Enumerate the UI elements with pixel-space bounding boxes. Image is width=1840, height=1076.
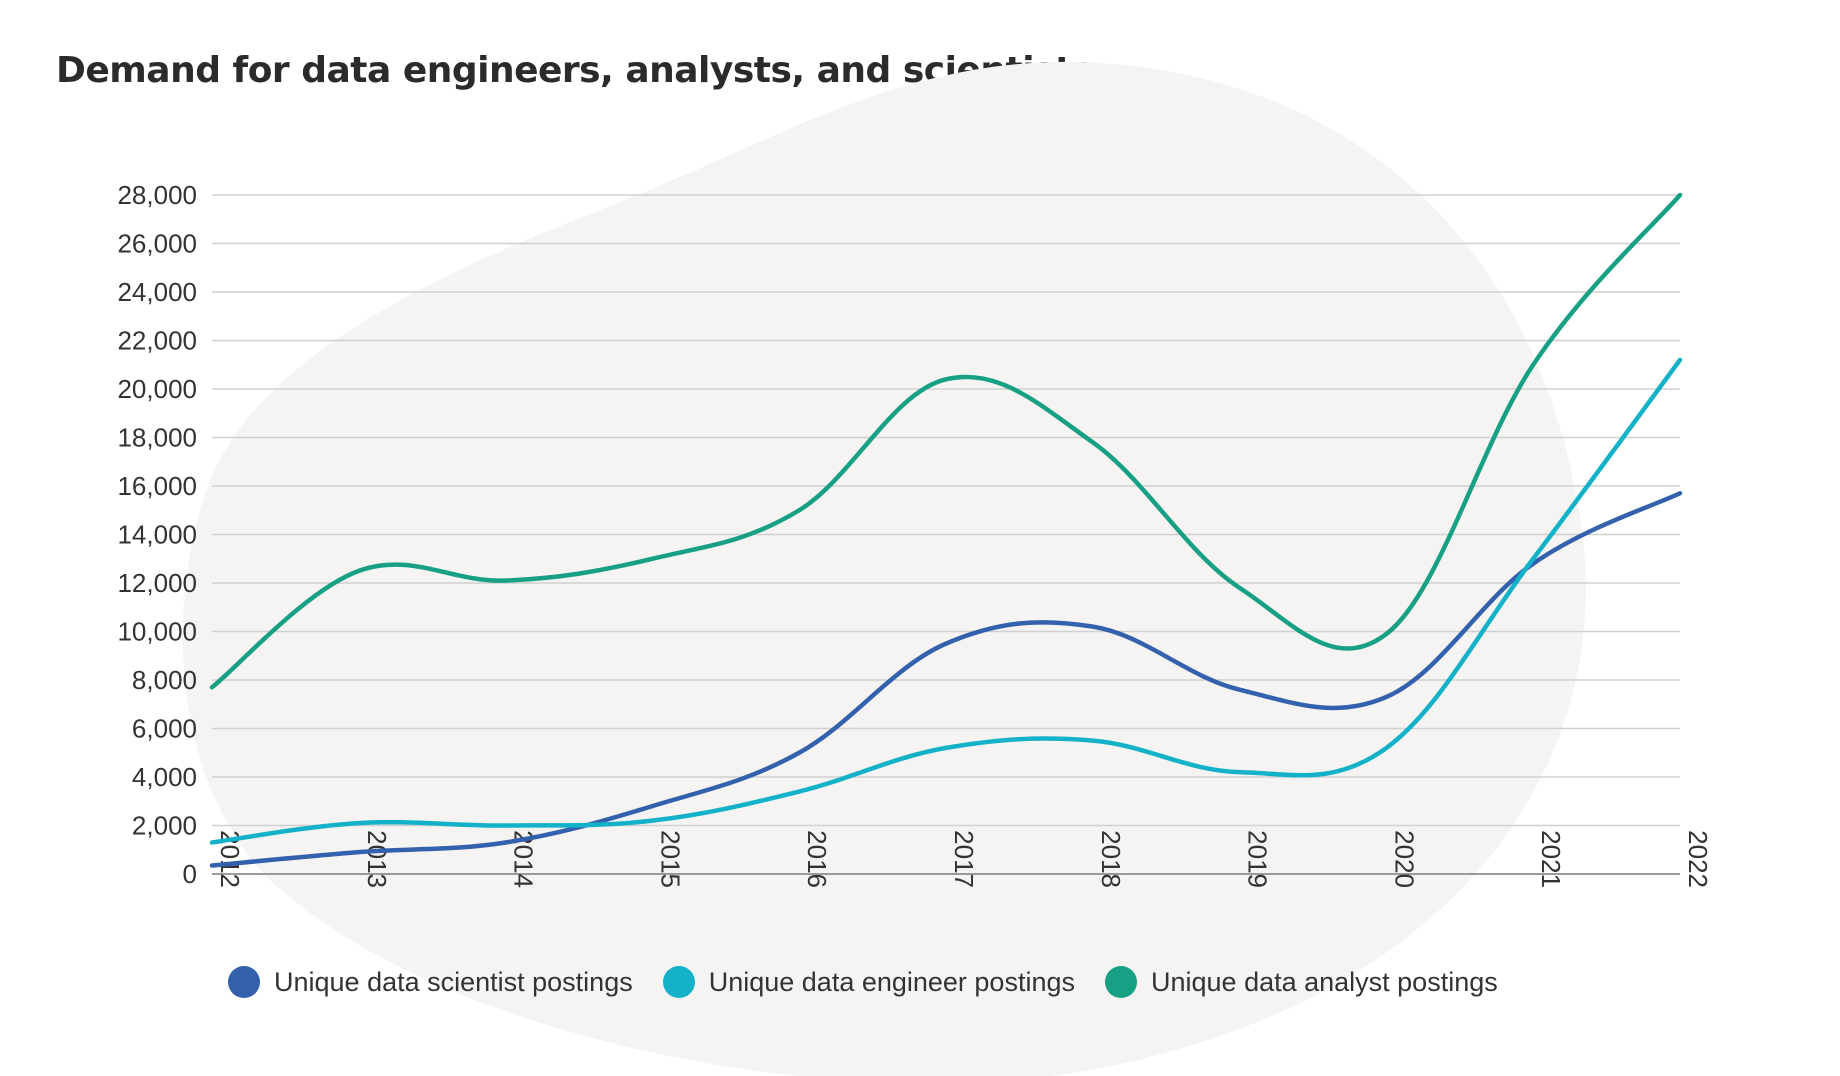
x-tick-label: 2016 <box>802 830 832 888</box>
y-tick-label: 24,000 <box>117 277 197 307</box>
y-tick-label: 14,000 <box>117 520 197 550</box>
legend-label: Unique data scientist postings <box>274 966 633 997</box>
legend-label: Unique data engineer postings <box>708 966 1075 997</box>
x-tick-label: 2021 <box>1536 830 1566 888</box>
x-tick-label: 2015 <box>655 830 685 888</box>
x-tick-label: 2013 <box>362 830 392 888</box>
y-tick-label: 18,000 <box>117 423 197 453</box>
series-line <box>209 491 1683 868</box>
legend-swatch <box>1105 966 1137 998</box>
x-tick-label: 2017 <box>949 830 979 888</box>
series-line <box>209 357 1683 845</box>
y-tick-label: 22,000 <box>117 326 197 356</box>
legend-label: Unique data analyst postings <box>1151 966 1498 997</box>
x-tick-label: 2020 <box>1389 830 1419 888</box>
y-tick-label: 2,000 <box>132 811 197 841</box>
legend-swatch <box>662 966 695 998</box>
y-tick-label: 10,000 <box>117 617 197 647</box>
y-tick-label: 12,000 <box>117 568 197 598</box>
y-tick-label: 4,000 <box>132 762 197 792</box>
x-axis-ticks: 2012 2013 2014 2015 2016 2017 2018 2019 2020 2021… <box>215 830 1713 888</box>
legend-item: Unique data analyst postings <box>1105 966 1498 998</box>
x-tick-label: 2022 <box>1683 830 1713 888</box>
x-tick-label: 2019 <box>1243 830 1273 888</box>
y-tick-label: 0 <box>183 859 197 889</box>
y-tick-label: 26,000 <box>117 229 197 259</box>
background-blob <box>182 61 1586 1076</box>
legend-item: Unique data scientist postings <box>228 966 633 998</box>
y-tick-label: 6,000 <box>132 714 197 744</box>
legend-item: Unique data engineer postings <box>662 966 1075 998</box>
legend: Unique data scientist postings Unique dat… <box>228 966 1528 998</box>
legend-swatch <box>228 966 260 998</box>
x-tick-label: 2018 <box>1096 830 1126 888</box>
grid-lines <box>212 194 1680 875</box>
y-axis-ticks: 0 2,000 4,000 6,000 8,000 10,000 12,000 14,000 1… <box>117 180 197 889</box>
series-lines <box>209 192 1683 868</box>
series-line <box>209 192 1683 690</box>
y-tick-label: 16,000 <box>117 471 197 501</box>
y-tick-label: 28,000 <box>117 180 197 210</box>
y-tick-label: 8,000 <box>132 665 197 695</box>
y-tick-label: 20,000 <box>117 374 197 404</box>
